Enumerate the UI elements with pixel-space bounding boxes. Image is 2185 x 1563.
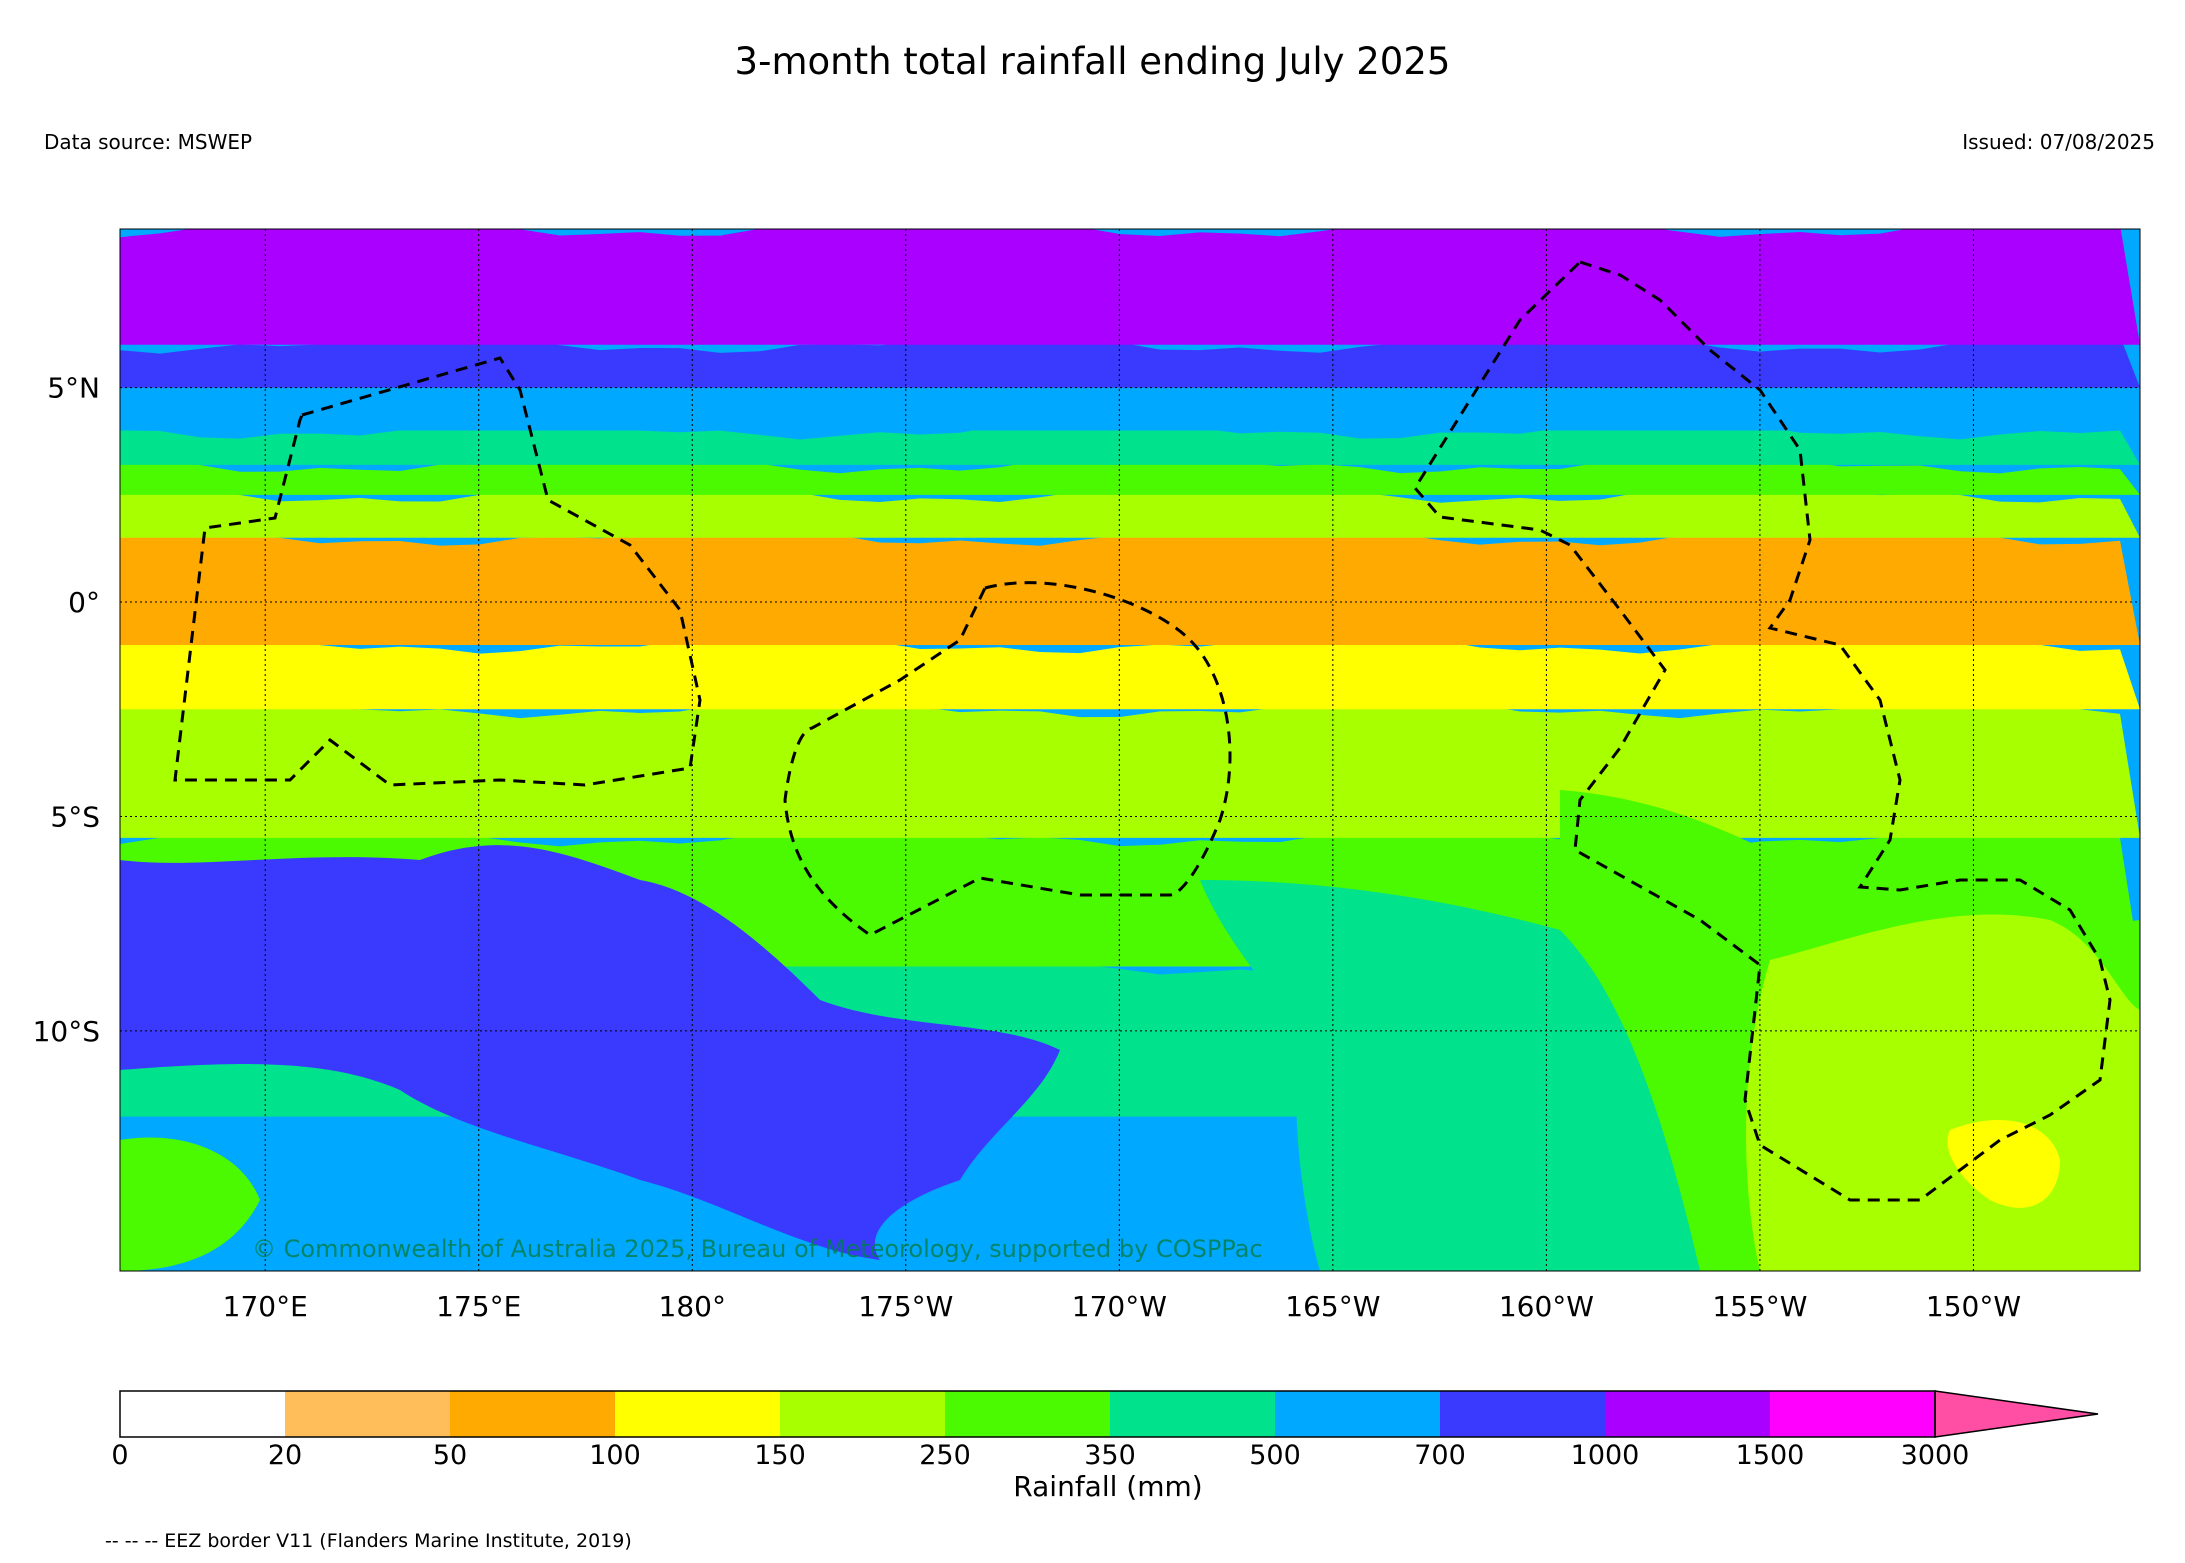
rain-region-bottom-left-green — [120, 1137, 260, 1271]
rain-band — [120, 701, 2140, 838]
colorbar-segment — [615, 1391, 780, 1437]
colorbar-extend-arrow — [1934, 1390, 2099, 1438]
colorbar-segment — [1275, 1391, 1440, 1437]
colorbar-tick-label: 100 — [589, 1440, 641, 1471]
colorbar — [119, 1390, 2099, 1438]
colorbar-segment — [450, 1391, 615, 1437]
lon-tick-label: 175°E — [436, 1290, 521, 1323]
colorbar-tick-label: 150 — [754, 1440, 806, 1471]
colorbar-tick-label: 500 — [1249, 1440, 1301, 1471]
eez-legend-note: -- -- -- EEZ border V11 (Flanders Marine… — [105, 1530, 632, 1552]
map-title: 3-month total rainfall ending July 2025 — [734, 40, 1451, 83]
colorbar-tick-label: 350 — [1084, 1440, 1136, 1471]
colorbar-frame — [119, 1390, 1936, 1438]
colorbar-segment — [780, 1391, 945, 1437]
colorbar-tick-label: 700 — [1414, 1440, 1466, 1471]
copyright-notice: © Commonwealth of Australia 2025, Bureau… — [252, 1235, 1263, 1263]
rain-band — [120, 422, 2140, 465]
lon-tick-label: 165°W — [1285, 1290, 1380, 1323]
eez-border-kiribati-phoenix — [783, 581, 1232, 937]
colorbar-segment — [1440, 1391, 1605, 1437]
eez-borders — [173, 260, 2112, 1202]
map-frame — [119, 228, 2141, 1272]
rain-band — [120, 528, 2140, 645]
issued-date-label: Issued: 07/08/2025 — [1962, 130, 2155, 154]
longitude-labels: 170°E 175°E 180° 175°W 170°W 165°W 160°W 155°W 1… — [223, 1290, 2021, 1323]
colorbar-segment — [1770, 1391, 1935, 1437]
colorbar-tick-label: 50 — [432, 1440, 468, 1471]
colorbar-tick-label: 20 — [267, 1440, 303, 1471]
colorbar-segment — [1605, 1391, 1770, 1437]
colorbar-tick-label: 3000 — [1900, 1440, 1970, 1471]
colorbar-tick-label: 0 — [111, 1440, 129, 1471]
lon-tick-label: 175°W — [858, 1290, 953, 1323]
rain-band — [120, 336, 2140, 388]
colorbar-segment — [1110, 1391, 1275, 1437]
latitude-labels: 5°N 0° 5°S 10°S — [33, 372, 100, 1048]
lon-tick-label: 160°W — [1499, 1290, 1594, 1323]
eez-border-kiribati-line — [1413, 260, 2112, 1202]
colorbar-tick-label: 250 — [919, 1440, 971, 1471]
lon-tick-label: 155°W — [1712, 1290, 1807, 1323]
colorbar-title: Rainfall (mm) — [1013, 1470, 1203, 1503]
lon-tick-label: 180° — [659, 1290, 726, 1323]
colorbar-segment — [285, 1391, 450, 1437]
lat-tick-label: 5°S — [50, 800, 100, 833]
lat-tick-label: 0° — [68, 586, 100, 619]
rain-band — [120, 229, 2140, 345]
eez-border-kiribati-gilbert — [173, 356, 702, 787]
rain-band — [120, 636, 2140, 710]
lon-tick-label: 150°W — [1926, 1290, 2021, 1323]
colorbar-segment — [120, 1391, 285, 1437]
data-source-label: Data source: MSWEP — [44, 130, 253, 154]
rain-region-blue-southwest — [120, 845, 1060, 1260]
colorbar-tick-label: 1000 — [1570, 1440, 1640, 1471]
lat-tick-label: 5°N — [47, 372, 100, 405]
rain-band — [120, 379, 2140, 431]
colorbar-tick-label: 1500 — [1735, 1440, 1805, 1471]
colorbar-segment — [945, 1391, 1110, 1437]
lat-tick-label: 10°S — [33, 1015, 100, 1048]
rain-region-green-southeast — [1200, 880, 1700, 1271]
lon-tick-label: 170°E — [223, 1290, 308, 1323]
lon-tick-label: 170°W — [1072, 1290, 1167, 1323]
rain-band — [120, 456, 2140, 495]
rain-band — [120, 485, 2140, 538]
rain-region-yellow-southeast — [1947, 1120, 2060, 1208]
